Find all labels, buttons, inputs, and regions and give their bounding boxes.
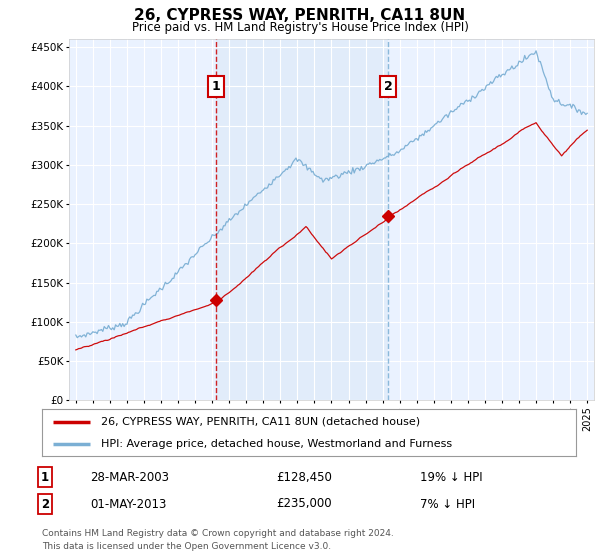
Text: 28-MAR-2003: 28-MAR-2003: [90, 470, 169, 484]
Text: 01-MAY-2013: 01-MAY-2013: [90, 497, 166, 511]
Text: 26, CYPRESS WAY, PENRITH, CA11 8UN (detached house): 26, CYPRESS WAY, PENRITH, CA11 8UN (deta…: [101, 417, 420, 427]
Bar: [216, 39, 388, 400]
Text: 19% ↓ HPI: 19% ↓ HPI: [420, 470, 482, 484]
Text: 7% ↓ HPI: 7% ↓ HPI: [420, 497, 475, 511]
Text: £235,000: £235,000: [276, 497, 332, 511]
Text: 1: 1: [41, 470, 49, 484]
Text: 1: 1: [212, 80, 220, 93]
Text: Contains HM Land Registry data © Crown copyright and database right 2024.: Contains HM Land Registry data © Crown c…: [42, 529, 394, 538]
Text: HPI: Average price, detached house, Westmorland and Furness: HPI: Average price, detached house, West…: [101, 438, 452, 449]
Text: 26, CYPRESS WAY, PENRITH, CA11 8UN: 26, CYPRESS WAY, PENRITH, CA11 8UN: [134, 8, 466, 24]
Text: This data is licensed under the Open Government Licence v3.0.: This data is licensed under the Open Gov…: [42, 542, 331, 550]
Text: 2: 2: [41, 497, 49, 511]
Text: 2: 2: [384, 80, 392, 93]
Text: £128,450: £128,450: [276, 470, 332, 484]
Text: Price paid vs. HM Land Registry's House Price Index (HPI): Price paid vs. HM Land Registry's House …: [131, 21, 469, 34]
